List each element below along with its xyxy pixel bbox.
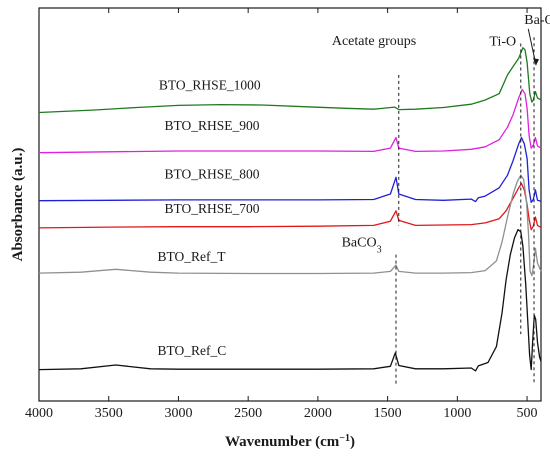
series-line-bto_ref_t xyxy=(38,174,542,277)
series-label-bto_rhse_700: BTO_RHSE_700 xyxy=(165,201,260,216)
series-line-bto_rhse_800 xyxy=(38,136,542,204)
annotation-baco3: BaCO3 xyxy=(342,235,382,255)
x-tick-label-1000: 1000 xyxy=(443,406,471,421)
series-label-bto_rhse_1000: BTO_RHSE_1000 xyxy=(159,78,261,93)
series-line-bto_ref_c xyxy=(38,228,542,372)
x-tick-label-4000: 4000 xyxy=(25,406,53,421)
series-line-bto_rhse_900 xyxy=(38,88,542,154)
y-axis-title: Absorbance (a.u.) xyxy=(10,148,26,262)
series-label-bto_ref_c: BTO_Ref_C xyxy=(158,343,227,358)
series-line-bto_rhse_1000 xyxy=(38,47,542,114)
bao-arrow-head xyxy=(533,58,540,66)
series-label-bto_rhse_900: BTO_RHSE_900 xyxy=(165,118,260,133)
series-line-bto_rhse_700 xyxy=(38,182,542,231)
series-label-bto_ref_t: BTO_Ref_T xyxy=(158,249,227,264)
x-tick-label-2000: 2000 xyxy=(304,406,332,421)
plot-frame xyxy=(38,7,542,402)
x-tick-label-3500: 3500 xyxy=(95,406,123,421)
series-label-bto_rhse_800: BTO_RHSE_800 xyxy=(165,167,260,182)
annotation-ba-o: Ba-O xyxy=(524,13,550,28)
x-axis-title: Wavenumber (cm−1) xyxy=(225,433,355,451)
x-tick-label-2500: 2500 xyxy=(234,406,262,421)
annotation-ti-o: Ti-O xyxy=(489,35,516,50)
annotation-acetate-groups: Acetate groups xyxy=(332,34,416,49)
x-tick-label-1500: 1500 xyxy=(374,406,402,421)
x-tick-label-500: 500 xyxy=(517,406,538,421)
x-tick-label-3000: 3000 xyxy=(164,406,192,421)
